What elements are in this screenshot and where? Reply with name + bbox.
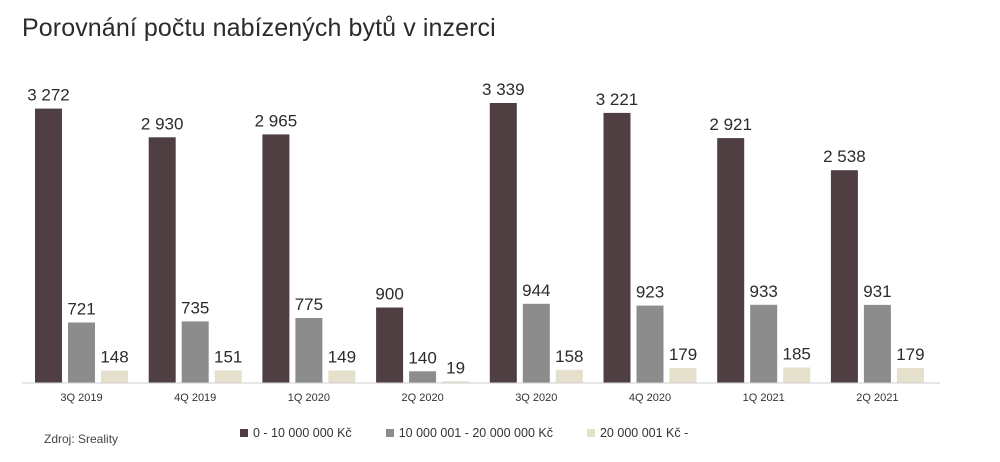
legend-swatch bbox=[240, 429, 248, 437]
value-label: 179 bbox=[669, 345, 697, 364]
value-label: 931 bbox=[863, 282, 891, 301]
x-tick-label: 4Q 2020 bbox=[629, 392, 671, 404]
bar-series2-2 bbox=[295, 318, 323, 383]
bar-series1-1 bbox=[148, 137, 176, 383]
x-tick-labels-group: 3Q 2019 4Q 2019 1Q 2020 2Q 2020 3Q 2020 4Q 20… bbox=[60, 392, 898, 404]
value-label: 158 bbox=[555, 347, 583, 366]
bar-series2-4 bbox=[522, 303, 550, 383]
x-tick-label: 3Q 2020 bbox=[515, 392, 557, 404]
value-label: 19 bbox=[446, 358, 465, 377]
value-label: 775 bbox=[295, 295, 323, 314]
legend-label: 20 000 001 Kč - bbox=[599, 426, 689, 440]
bar-series1-3 bbox=[376, 307, 404, 383]
bar-series3-6 bbox=[783, 367, 811, 383]
value-label: 2 930 bbox=[141, 114, 184, 133]
bar-series1-5 bbox=[603, 112, 631, 384]
bar-series2-6 bbox=[750, 304, 778, 383]
value-label: 185 bbox=[783, 345, 811, 364]
value-label: 149 bbox=[328, 348, 356, 367]
bar-series1-4 bbox=[489, 103, 517, 383]
value-label: 2 538 bbox=[823, 147, 866, 166]
bar-series2-1 bbox=[181, 321, 209, 383]
legend-item-series-2: 10 000 001 - 20 000 000 Kč bbox=[385, 426, 553, 440]
legend-label: 0 - 10 000 000 Kč bbox=[253, 426, 352, 440]
bar-series2-3 bbox=[409, 371, 437, 383]
x-tick-label: 3Q 2019 bbox=[60, 392, 102, 404]
value-label: 2 921 bbox=[709, 115, 752, 134]
x-tick-label: 2Q 2021 bbox=[856, 392, 898, 404]
bar-series3-7 bbox=[896, 368, 924, 383]
bar-series1-6 bbox=[717, 138, 745, 383]
bar-series2-5 bbox=[636, 305, 664, 383]
value-label: 2 965 bbox=[255, 111, 298, 130]
legend-item-series-1: 0 - 10 000 000 Kč bbox=[240, 426, 352, 440]
bar-series1-0 bbox=[35, 108, 62, 383]
value-label: 151 bbox=[214, 347, 242, 366]
value-labels-group: 3 272 721 148 2 930 735 151 2 965 775 149 900 140 1… bbox=[27, 80, 924, 377]
bar-series1-2 bbox=[262, 134, 290, 383]
bar-series2-0 bbox=[68, 322, 95, 383]
bar-series3-5 bbox=[669, 368, 697, 383]
legend: 0 - 10 000 000 Kč 10 000 001 - 20 000 00… bbox=[240, 426, 688, 440]
legend-item-series-3: 20 000 001 Kč - bbox=[586, 426, 689, 440]
bar-chart: 3 272 721 148 2 930 735 151 2 965 775 149 900 140 1… bbox=[22, 80, 940, 404]
x-tick-label: 2Q 2020 bbox=[401, 392, 443, 404]
value-label: 923 bbox=[636, 283, 664, 302]
source-note: Zdroj: Sreality bbox=[44, 432, 119, 446]
legend-swatch bbox=[586, 429, 595, 437]
bar-series3-2 bbox=[328, 370, 356, 383]
bar-series2-7 bbox=[863, 304, 891, 383]
bar-series3-1 bbox=[214, 370, 242, 383]
value-label: 944 bbox=[522, 281, 550, 300]
bar-series3-4 bbox=[555, 369, 583, 383]
bar-series3-3 bbox=[442, 381, 470, 383]
value-label: 3 221 bbox=[596, 90, 639, 109]
chart-title: Porovnání počtu nabízených bytů v inzerc… bbox=[22, 14, 496, 42]
value-label: 3 272 bbox=[27, 86, 70, 105]
bars-group bbox=[35, 103, 924, 384]
value-label: 3 339 bbox=[482, 80, 525, 99]
value-label: 900 bbox=[375, 285, 403, 304]
value-label: 735 bbox=[181, 298, 209, 317]
value-label: 721 bbox=[67, 300, 95, 319]
value-label: 933 bbox=[750, 282, 778, 301]
legend-swatch bbox=[385, 429, 394, 437]
legend-label: 10 000 001 - 20 000 000 Kč bbox=[398, 426, 553, 440]
x-tick-label: 1Q 2020 bbox=[288, 392, 330, 404]
bar-series3-0 bbox=[101, 370, 128, 383]
value-label: 140 bbox=[408, 348, 436, 367]
x-tick-label: 1Q 2021 bbox=[743, 392, 785, 404]
value-label: 179 bbox=[896, 345, 924, 364]
value-label: 148 bbox=[100, 348, 128, 367]
x-tick-label: 4Q 2019 bbox=[174, 392, 216, 404]
bar-series1-7 bbox=[830, 170, 858, 383]
